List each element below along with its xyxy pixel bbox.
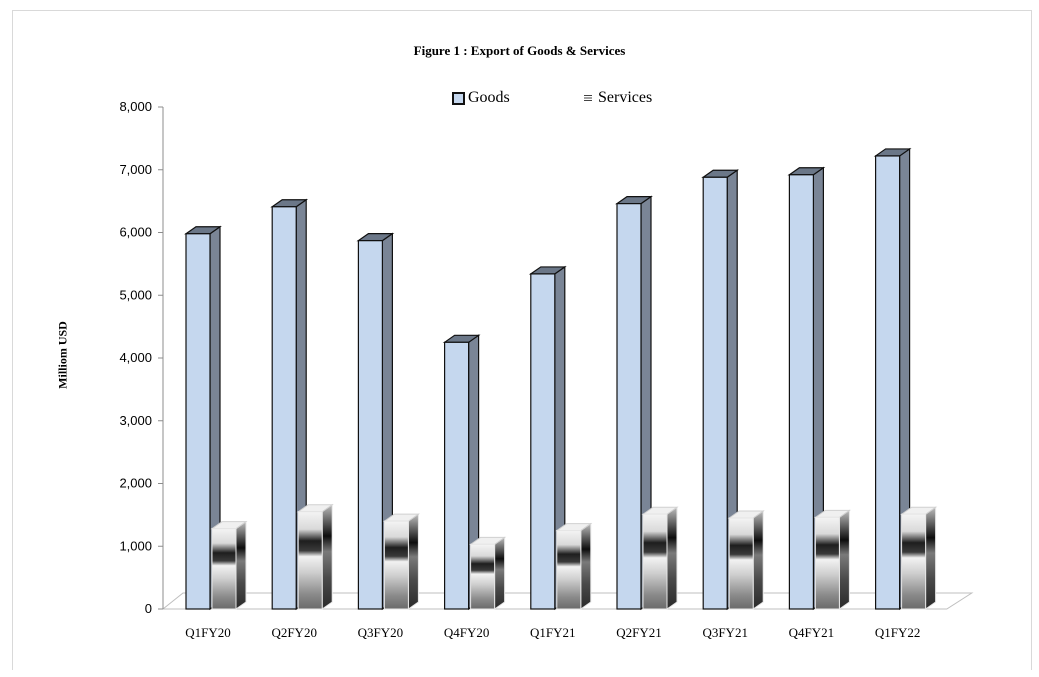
services-bar-side	[752, 510, 764, 610]
services-bar	[556, 530, 582, 610]
services-bar	[814, 516, 840, 610]
legend-label-goods: Goods	[468, 89, 510, 106]
y-tick-label: 0	[145, 601, 152, 616]
services-bar-side	[580, 522, 592, 610]
legend-item-services: Services	[584, 89, 652, 107]
x-tick-label: Q3FY20	[358, 625, 404, 640]
legend: Goods Services	[0, 89, 1039, 113]
legend-swatch-goods	[452, 91, 465, 105]
chart-title: Figure 1 : Export of Goods & Services	[413, 43, 626, 58]
y-tick-label: 6,000	[119, 225, 152, 240]
services-bar	[642, 513, 668, 610]
goods-bar	[874, 155, 901, 610]
y-tick-label: 8,000	[119, 99, 152, 114]
goods-bar	[702, 176, 728, 610]
y-tick-label: 3,000	[119, 413, 152, 428]
goods-bar	[616, 203, 642, 610]
y-tick-label: 1,000	[119, 538, 152, 553]
services-bar-side	[838, 509, 850, 610]
legend-item-goods: Goods	[452, 89, 510, 107]
y-tick-label: 5,000	[119, 287, 152, 302]
goods-bar	[271, 206, 297, 610]
y-tick-label: 4,000	[119, 350, 152, 365]
services-bar-side	[925, 506, 937, 610]
x-tick-label: Q3FY21	[702, 625, 748, 640]
y-tick-label: 2,000	[119, 476, 152, 491]
x-tick-label: Q1FY22	[875, 625, 921, 640]
chart-frame	[12, 10, 1032, 670]
services-bar-side	[407, 513, 419, 610]
x-tick-label: Q4FY20	[444, 625, 490, 640]
x-tick-label: Q4FY21	[789, 625, 835, 640]
y-tick-label: 7,000	[119, 162, 152, 177]
services-bar	[470, 543, 496, 610]
goods-bar	[357, 240, 383, 610]
services-bar	[383, 520, 409, 610]
goods-bar	[444, 341, 470, 610]
services-bar-side	[666, 506, 678, 610]
services-bar-side	[321, 503, 333, 610]
x-tick-label: Q2FY21	[616, 625, 662, 640]
legend-label-services: Services	[598, 89, 653, 106]
goods-bar	[530, 273, 556, 610]
x-tick-label: Q1FY20	[185, 625, 231, 640]
legend-swatch-services	[584, 95, 592, 101]
x-tick-label: Q1FY21	[530, 625, 576, 640]
services-bar	[728, 517, 754, 610]
x-tick-label: Q2FY20	[271, 625, 317, 640]
services-bar-side	[235, 520, 247, 610]
services-bar-side	[494, 536, 506, 610]
goods-bar	[185, 233, 211, 610]
services-bar	[297, 511, 323, 610]
services-bar	[211, 528, 237, 610]
services-bar	[901, 513, 927, 610]
goods-bar	[788, 174, 815, 610]
